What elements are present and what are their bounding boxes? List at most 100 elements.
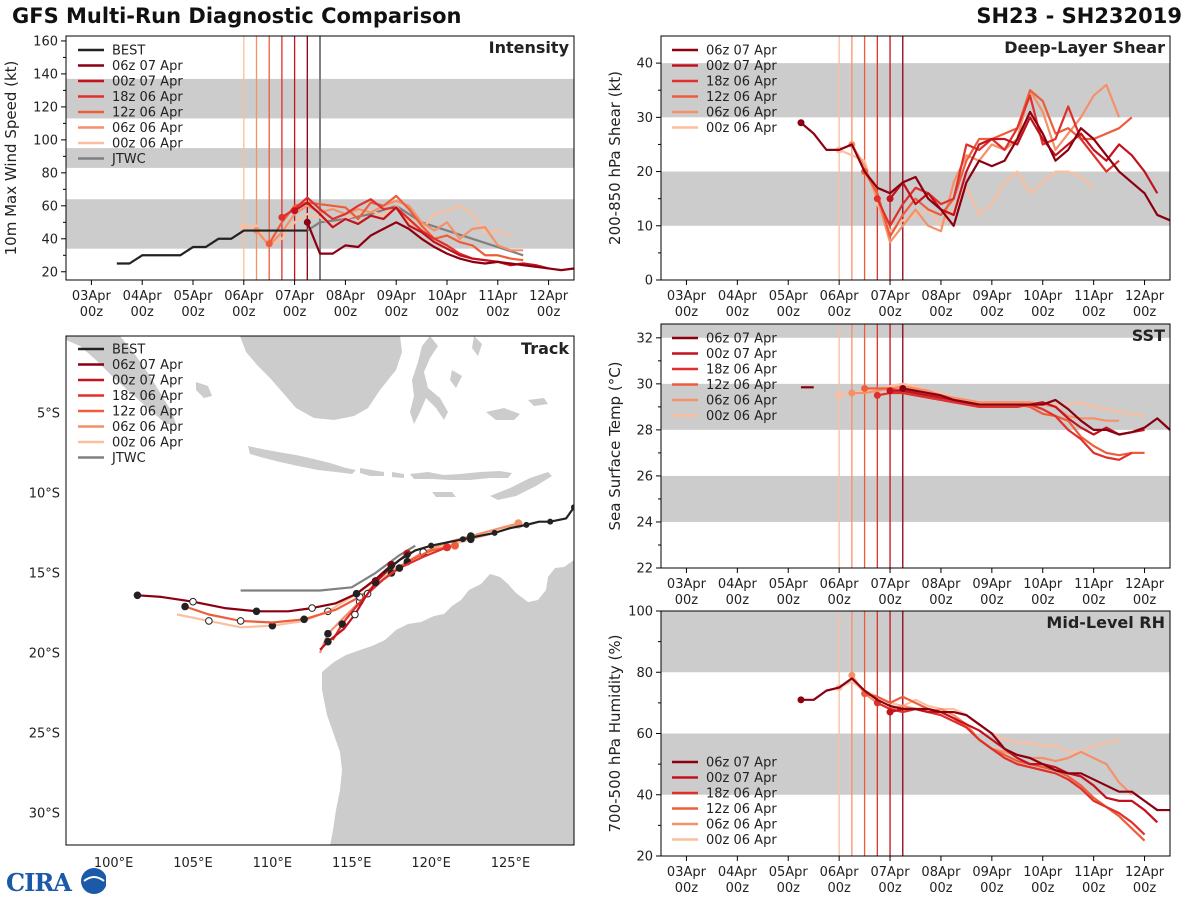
shear-init-point-06z-07-apr <box>797 119 805 127</box>
sst-xtick-sublabel: 00z <box>980 593 1004 608</box>
sst-xtick-sublabel: 00z <box>1082 593 1106 608</box>
rh-xtick-sublabel: 00z <box>1082 881 1106 896</box>
sst-xtick-label: 12Apr <box>1125 577 1165 592</box>
sst-xtick-label: 07Apr <box>871 577 911 592</box>
intensity-init-point-18z-06-apr <box>278 213 286 221</box>
rh-xtick-sublabel: 00z <box>1133 881 1157 896</box>
rh-init-point-00z-07-apr <box>886 708 894 716</box>
intensity-title: Intensity <box>489 38 570 57</box>
intensity-xtick-sublabel: 00z <box>232 305 256 320</box>
rh-legend-label-06z-06-apr: 06z 06 Apr <box>706 818 777 833</box>
track-legend-label-best: BEST <box>112 343 145 358</box>
sumatra-island <box>66 336 176 424</box>
intensity-ytick-label: 20 <box>41 265 58 280</box>
track-lat-label: 25°S <box>29 726 60 741</box>
shear-ytick-label: 20 <box>636 165 653 180</box>
track-point-00z-06-apr <box>205 617 213 625</box>
intensity-ytick-label: 60 <box>41 199 58 214</box>
shear-legend-label-06z-06-apr: 06z 06 Apr <box>706 106 777 121</box>
rh-ytick-label: 100 <box>628 605 653 620</box>
intensity-frame <box>65 35 575 281</box>
rh-xtick-label: 09Apr <box>972 865 1012 880</box>
sst-xtick-label: 09Apr <box>972 577 1012 592</box>
intensity-plot-area <box>66 36 574 280</box>
rh-ytick-label: 40 <box>636 788 653 803</box>
sst-init-point-00z-06-apr <box>835 391 843 399</box>
intensity-init-point-00z-07-apr <box>291 207 299 215</box>
rh-ytick-label: 20 <box>636 850 653 865</box>
shear-series-06z-07-apr <box>800 110 1170 227</box>
rh-xtick-label: 12Apr <box>1125 865 1165 880</box>
intensity-legend-label-jtwc: JTWC <box>111 152 146 167</box>
track-line-12z-06-apr <box>184 544 456 624</box>
rh-series-12z-06-apr <box>864 692 1146 842</box>
sumbawa-flores-islands <box>410 471 512 480</box>
track-legend-label-00z-06-apr: 00z 06 Apr <box>112 436 183 451</box>
intensity-xtick-label: 09Apr <box>377 289 417 304</box>
intensity-series-06z-07-apr <box>306 221 574 272</box>
logo-globe <box>81 868 107 894</box>
rh-legend-label-06z-07-apr: 06z 07 Apr <box>706 756 777 771</box>
rh-xtick-label: 10Apr <box>1023 865 1063 880</box>
track-point-best <box>523 521 530 528</box>
shear-xtick-label: 07Apr <box>871 289 911 304</box>
intensity-panel: 2040608010012014016003Apr00z04Apr00z05Ap… <box>2 34 575 320</box>
intensity-ytick-label: 140 <box>33 67 58 82</box>
rh-xtick-sublabel: 00z <box>675 881 699 896</box>
shear-legend-label-12z-06-apr: 12z 06 Apr <box>706 90 777 105</box>
cira-logo: CIRA <box>6 866 107 897</box>
intensity-series-jtwc <box>306 204 524 257</box>
sst-ytick-label: 22 <box>636 562 653 577</box>
intensity-series-06z-06-apr <box>255 199 524 252</box>
shear-xtick-sublabel: 00z <box>929 305 953 320</box>
intensity-xtick-label: 10Apr <box>427 289 467 304</box>
shear-legend-label-06z-07-apr: 06z 07 Apr <box>706 44 777 59</box>
intensity-ytick-label: 40 <box>41 232 58 247</box>
rh-xtick-label: 08Apr <box>921 865 961 880</box>
bangka-island <box>196 382 212 398</box>
intensity-legend-label-best: BEST <box>112 44 145 59</box>
intensity-ylabel: 10m Max Wind Speed (kt) <box>2 61 20 256</box>
intensity-xtick-sublabel: 00z <box>435 305 459 320</box>
shear-xtick-sublabel: 00z <box>980 305 1004 320</box>
intensity-legend-label-18z-06-apr: 18z 06 Apr <box>112 90 183 105</box>
shear-ytick-label: 10 <box>636 219 653 234</box>
track-point-12z-06-apr <box>300 615 308 624</box>
sst-legend-label-12z-06-apr: 12z 06 Apr <box>706 378 777 393</box>
shear-legend-label-00z-07-apr: 00z 07 Apr <box>706 59 777 74</box>
rh-ytick-label: 60 <box>636 727 653 742</box>
track-lon-label: 105°E <box>173 856 213 871</box>
track-lon-label: 125°E <box>491 856 531 871</box>
track-point-06z-07-apr <box>308 604 316 612</box>
track-line-jtwc <box>240 544 416 592</box>
track-legend-label-18z-06-apr: 18z 06 Apr <box>112 389 183 404</box>
java-island <box>248 446 356 474</box>
intensity-xtick-sublabel: 00z <box>537 305 561 320</box>
sst-series-18z-06-apr <box>877 391 1133 461</box>
logo-swirl <box>83 876 105 882</box>
sst-series-06z-06-apr <box>851 385 1120 422</box>
sst-xtick-label: 03Apr <box>667 577 707 592</box>
intensity-ytick-label: 160 <box>33 34 58 49</box>
sst-ylabel: Sea Surface Temp (°C) <box>606 361 624 530</box>
track-point-18z-06-apr <box>395 564 404 572</box>
track-title: Track <box>521 339 569 358</box>
sst-xtick-sublabel: 00z <box>929 593 953 608</box>
sst-xtick-label: 11Apr <box>1074 577 1114 592</box>
sst-init-point-12z-06-apr <box>861 384 869 392</box>
rh-xtick-sublabel: 00z <box>726 881 750 896</box>
intensity-xtick-sublabel: 00z <box>334 305 358 320</box>
shear-series-12z-06-apr <box>863 89 1133 238</box>
maluku-islands <box>472 336 548 420</box>
intensity-legend-label-00z-07-apr: 00z 07 Apr <box>112 75 183 90</box>
track-legend-label-12z-06-apr: 12z 06 Apr <box>112 405 183 420</box>
track-point-06z-07-apr <box>133 591 142 600</box>
sst-legend-label-18z-06-apr: 18z 06 Apr <box>706 363 777 378</box>
intensity-ytick-label: 100 <box>33 133 58 148</box>
intensity-ytick-label: 80 <box>41 166 58 181</box>
shear-xtick-label: 09Apr <box>972 289 1012 304</box>
shear-init-point-00z-07-apr <box>886 195 894 203</box>
shear-xtick-sublabel: 00z <box>726 305 750 320</box>
rh-xtick-sublabel: 00z <box>1031 881 1055 896</box>
